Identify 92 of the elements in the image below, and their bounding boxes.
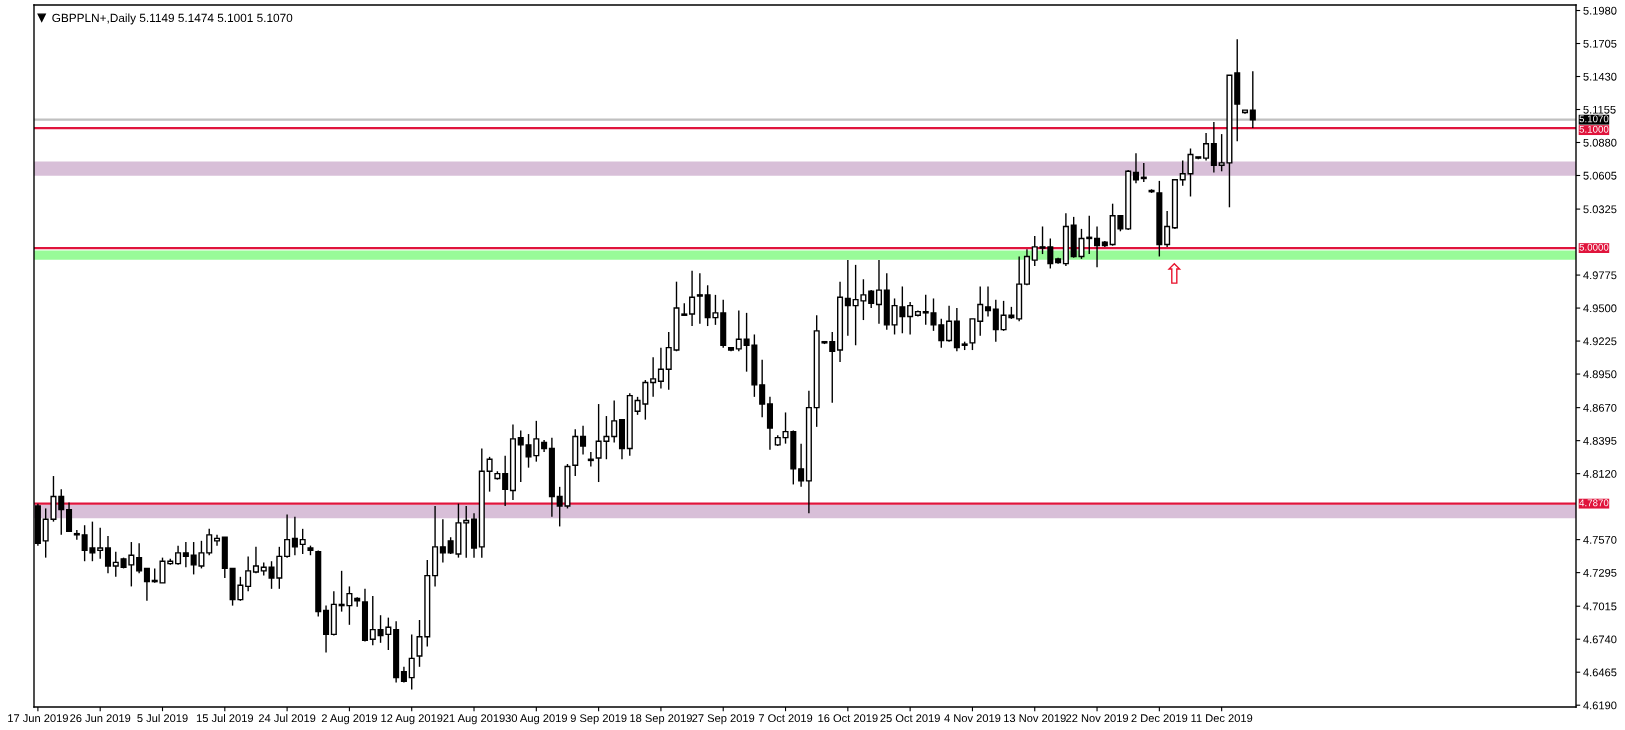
- candlestick: [907, 301, 914, 336]
- candlestick: [1203, 132, 1210, 162]
- candlestick: [992, 298, 999, 343]
- x-tick-label: 13 Nov 2019: [1004, 714, 1066, 723]
- y-tick-label: 4.8670: [1583, 403, 1617, 412]
- candlestick: [657, 346, 664, 390]
- candlestick: [650, 356, 657, 398]
- candlestick: [984, 285, 992, 318]
- y-tick-label: 4.8395: [1583, 436, 1617, 445]
- candlestick: [299, 528, 306, 555]
- candlestick: [73, 529, 80, 541]
- ref-line-label: 5.1070: [1579, 115, 1609, 123]
- y-tick-label: 4.9225: [1583, 337, 1617, 346]
- candlestick: [182, 541, 189, 568]
- x-tick-label: 24 Jul 2019: [258, 713, 316, 723]
- candlestick: [696, 272, 703, 325]
- x-tick-label: 25 Oct 2019: [880, 714, 940, 723]
- text: GBPPLN+,Daily 5.1149 5.1474 5.1001 5.1070: [52, 13, 293, 25]
- x-tick-label: 12 Aug 2019: [381, 714, 443, 725]
- candlestick: [112, 550, 119, 578]
- candlestick: [291, 516, 298, 556]
- candlestick: [1132, 152, 1140, 184]
- candlestick: [252, 546, 259, 574]
- candlestick: [611, 399, 618, 444]
- candlestick: [136, 542, 143, 574]
- candlestick: [759, 358, 766, 418]
- x-tick-label: 21 Aug 2019: [443, 714, 505, 725]
- y-tick-label: 5.1430: [1583, 72, 1617, 81]
- candlestick: [175, 544, 182, 566]
- x-tick-label: 17 Jun 2019: [8, 714, 68, 723]
- x-tick-label: 22 Nov 2019: [1066, 714, 1129, 723]
- x-tick-label: 2 Dec 2019: [1131, 714, 1188, 723]
- candlestick: [875, 259, 883, 325]
- candlestick: [844, 259, 851, 337]
- candlestick: [766, 396, 773, 451]
- y-tick-label: 5.1980: [1583, 6, 1617, 15]
- x-tick-label: 5 Jul 2019: [137, 713, 188, 723]
- candlestick: [408, 633, 415, 691]
- y-tick-label: 4.6740: [1583, 635, 1617, 644]
- x-tick-label: 16 Oct 2019: [818, 714, 878, 723]
- candlestick: [323, 604, 330, 654]
- candlestick: [977, 285, 984, 337]
- candlestick: [439, 518, 446, 564]
- x-tick-label: 26 Jun 2019: [70, 714, 131, 723]
- y-tick-label: 4.9775: [1583, 271, 1617, 280]
- candlestick: [946, 304, 953, 343]
- x-tick-label: 11 Dec 2019: [1191, 714, 1253, 723]
- ref-line-label: 4.7870: [1579, 499, 1609, 507]
- x-tick-label: 9 Sep 2019: [570, 714, 627, 725]
- y-tick-label: 4.7295: [1583, 568, 1617, 577]
- x-tick-label: 4 Nov 2019: [944, 714, 1001, 723]
- y-tick-label: 5.0325: [1583, 205, 1617, 214]
- candlestick: [486, 456, 493, 493]
- candlestick: [206, 528, 213, 556]
- y-tick-label: 5.1155: [1583, 105, 1616, 114]
- x-tick-label: 18 Sep 2019: [630, 714, 692, 725]
- candlestick: [798, 442, 805, 488]
- ref-line-label: 5.1000: [1579, 125, 1609, 133]
- candlestick: [502, 454, 509, 507]
- y-tick-label: 5.0880: [1583, 138, 1617, 147]
- ref-line-label: 5.0000: [1579, 243, 1609, 251]
- y-tick-label: 4.7015: [1583, 602, 1617, 611]
- x-tick-label: 27 Sep 2019: [692, 714, 755, 725]
- candlestick: [580, 424, 587, 456]
- y-tick-label: 4.6465: [1583, 668, 1617, 677]
- candlestick: [143, 567, 150, 602]
- y-tick-label: 4.8120: [1583, 469, 1617, 478]
- candlestick: [735, 309, 742, 352]
- candlestick: [104, 535, 112, 574]
- y-tick-label: 4.7570: [1583, 535, 1617, 544]
- candlestick: [1164, 210, 1171, 248]
- candlestick: [213, 534, 221, 547]
- candlestick: [284, 513, 291, 559]
- candlestick: [1094, 225, 1101, 268]
- candlestick: [463, 505, 470, 559]
- candlestick: [689, 270, 696, 327]
- y-tick-label: 4.9500: [1583, 304, 1617, 313]
- x-tick-label: 15 Jul 2019: [196, 713, 254, 723]
- x-tick-label: 30 Aug 2019: [505, 714, 567, 725]
- candlestick: [97, 526, 104, 560]
- y-tick-label: 5.0605: [1583, 171, 1617, 180]
- y-tick-label: 4.8950: [1583, 370, 1617, 379]
- annotation: ⇧: [1167, 262, 1182, 284]
- candlestick: [245, 555, 252, 592]
- candlestick: [66, 501, 73, 532]
- x-tick-label: 7 Oct 2019: [758, 714, 813, 723]
- candlestick: [369, 595, 376, 646]
- x-tick-label: 2 Aug 2019: [321, 714, 377, 725]
- candlestick: [1249, 70, 1256, 129]
- y-tick-label: 5.1705: [1583, 39, 1617, 48]
- y-tick-label: 4.6190: [1583, 701, 1617, 710]
- candlestick: [1210, 121, 1217, 174]
